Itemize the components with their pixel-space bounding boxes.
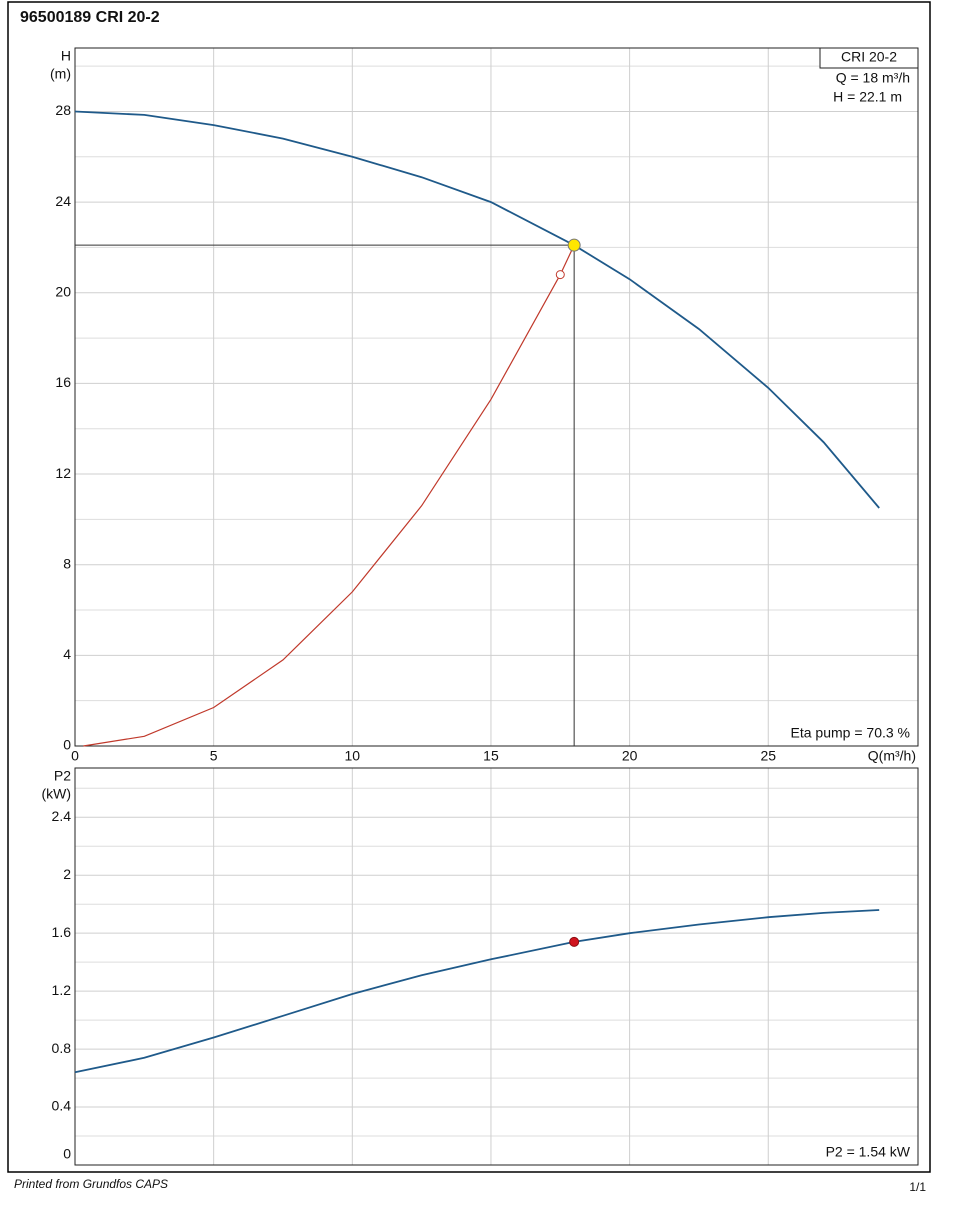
annotation: H = 22.1 m (833, 89, 902, 105)
footer-right: 1/1 (909, 1180, 926, 1194)
y-axis-label: H (61, 48, 71, 64)
duty-point (569, 936, 580, 947)
legend-title: CRI 20-2 (841, 49, 897, 65)
y-tick-label: 8 (63, 555, 71, 571)
plot-area (74, 47, 919, 747)
y-axis-unit: (kW) (41, 786, 71, 802)
y-tick-label: 28 (55, 102, 71, 118)
curve (83, 274, 561, 747)
plot-border (74, 767, 919, 1166)
y-axis-label: P2 (54, 768, 71, 784)
y-tick-label: 0.8 (52, 1040, 72, 1056)
y-tick-label: 12 (55, 465, 71, 481)
x-tick-label: 10 (345, 748, 361, 764)
y-axis-unit: (m) (50, 66, 71, 82)
plot-area (74, 767, 919, 1166)
y-tick-label: 1.2 (52, 982, 72, 998)
y-tick-label: 2 (63, 866, 71, 882)
page-title: 96500189 CRI 20-2 (20, 9, 160, 26)
legend-box (819, 47, 919, 69)
curve (74, 110, 880, 509)
y-tick-label: 0 (63, 1146, 71, 1162)
y-tick-label: 24 (55, 193, 71, 209)
y-tick-label: 20 (55, 283, 71, 299)
x-tick-label: 0 (71, 748, 79, 764)
plot-border (74, 47, 919, 747)
y-tick-label: 16 (55, 374, 71, 390)
y-tick-label: 1.6 (52, 924, 72, 940)
y-tick-label: 4 (63, 646, 71, 662)
x-tick-label: 25 (760, 748, 776, 764)
y-tick-label: 2.4 (52, 808, 72, 824)
duty-point (567, 238, 581, 252)
y-tick-label: 0.4 (52, 1098, 72, 1114)
curve (74, 909, 880, 1074)
x-axis-label: Q(m³/h) (868, 748, 916, 764)
annotation: P2 = 1.54 kW (826, 1144, 911, 1160)
x-tick-label: 5 (210, 748, 218, 764)
footer-left: Printed from Grundfos CAPS (14, 1177, 168, 1191)
annotation: Q = 18 m³/h (836, 70, 910, 86)
curve-end-marker (555, 270, 565, 280)
x-tick-label: 20 (622, 748, 638, 764)
annotation: Eta pump = 70.3 % (791, 725, 910, 741)
y-tick-label: 0 (63, 737, 71, 753)
x-tick-label: 15 (483, 748, 499, 764)
page-border (7, 1, 931, 1173)
